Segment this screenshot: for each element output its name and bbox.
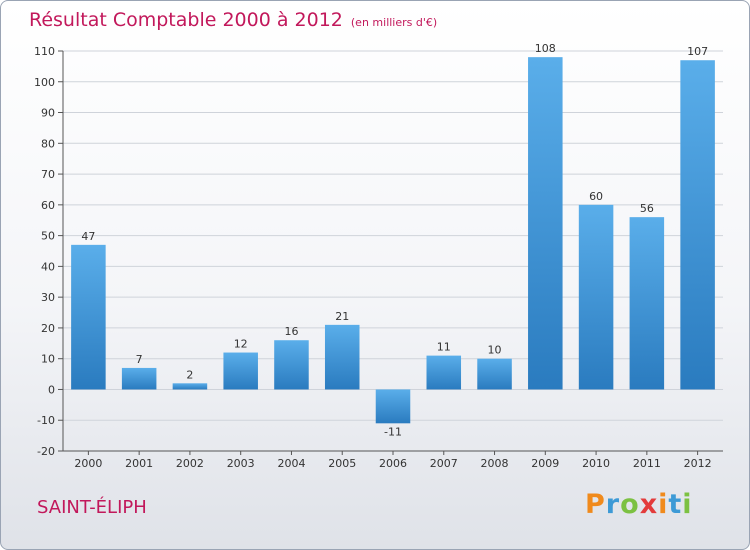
x-tick-label: 2001 bbox=[125, 457, 153, 470]
data-label-2005: 21 bbox=[335, 310, 349, 323]
y-tick-label: 10 bbox=[41, 353, 55, 366]
x-tick-label: 2002 bbox=[176, 457, 204, 470]
chart-subtitle: (en milliers d'€) bbox=[350, 16, 438, 29]
logo-letter: x bbox=[639, 489, 659, 520]
x-tick-label: 2010 bbox=[582, 457, 610, 470]
chart-title: Résultat Comptable 2000 à 2012 (en millie… bbox=[29, 9, 437, 31]
bar-2004 bbox=[274, 340, 309, 390]
y-tick-label: 30 bbox=[41, 291, 55, 304]
bar-2005 bbox=[324, 324, 360, 390]
x-tick-label: 2004 bbox=[277, 457, 305, 470]
y-tick-label: 90 bbox=[41, 107, 55, 120]
data-label-2001: 7 bbox=[136, 353, 143, 366]
logo-letter: i bbox=[682, 489, 693, 520]
data-label-2012: 107 bbox=[687, 45, 708, 58]
bar-2003 bbox=[223, 352, 258, 390]
x-tick-label: 2000 bbox=[74, 457, 102, 470]
logo-letter: t bbox=[668, 489, 683, 520]
y-tick-label: 100 bbox=[34, 76, 55, 89]
x-tick-label: 2006 bbox=[379, 457, 407, 470]
bar-2010 bbox=[578, 204, 614, 390]
logo-letter: o bbox=[620, 489, 640, 520]
bar-2008 bbox=[477, 358, 512, 390]
bar-2006 bbox=[375, 389, 411, 424]
x-tick-label: 2008 bbox=[481, 457, 509, 470]
x-tick-label: 2007 bbox=[430, 457, 458, 470]
labels: -20 -10 0 10 20 30 40 50 60 70 80 90 100 110 47 2000 7 20… bbox=[34, 42, 712, 470]
data-label-2000: 47 bbox=[81, 230, 95, 243]
y-tick-label: -20 bbox=[37, 445, 55, 458]
y-tick-label: 40 bbox=[41, 260, 55, 273]
data-label-2011: 56 bbox=[640, 202, 654, 215]
x-tick-label: 2009 bbox=[531, 457, 559, 470]
bar-2001 bbox=[121, 367, 157, 390]
data-label-2004: 16 bbox=[284, 325, 298, 338]
x-tick-label: 2003 bbox=[227, 457, 255, 470]
x-tick-label: 2011 bbox=[633, 457, 661, 470]
y-tick-label: 50 bbox=[41, 230, 55, 243]
bar-2009 bbox=[528, 57, 563, 390]
data-label-2006: -11 bbox=[384, 425, 402, 438]
data-label-2003: 12 bbox=[234, 338, 248, 351]
y-tick-label: 80 bbox=[41, 137, 55, 150]
bar-2007 bbox=[426, 355, 462, 390]
chart-title-text: Résultat Comptable 2000 à 2012 bbox=[29, 9, 343, 31]
bars bbox=[71, 57, 715, 424]
x-tick-label: 2012 bbox=[684, 457, 712, 470]
bar-2011 bbox=[629, 217, 665, 390]
logo-letter: P bbox=[585, 489, 606, 520]
x-tick-label: 2005 bbox=[328, 457, 356, 470]
proxiti-logo: Proxiti bbox=[585, 489, 693, 520]
y-tick-label: 20 bbox=[41, 322, 55, 335]
data-label-2002: 2 bbox=[186, 368, 193, 381]
y-tick-label: 0 bbox=[48, 383, 55, 396]
bar-2002 bbox=[172, 383, 208, 390]
y-tick-label: -10 bbox=[37, 414, 55, 427]
y-tick-label: 60 bbox=[41, 199, 55, 212]
axes bbox=[58, 50, 723, 455]
y-tick-label: 110 bbox=[34, 45, 55, 58]
data-label-2008: 10 bbox=[488, 344, 502, 357]
data-label-2007: 11 bbox=[437, 341, 451, 354]
bar-2000 bbox=[71, 244, 106, 390]
data-label-2009: 108 bbox=[535, 42, 556, 55]
y-tick-label: 70 bbox=[41, 168, 55, 181]
logo-letter: r bbox=[605, 489, 621, 520]
data-label-2010: 60 bbox=[589, 190, 603, 203]
location-name: SAINT-ÉLIPH bbox=[37, 497, 147, 518]
bar-2012 bbox=[680, 60, 715, 390]
logo-letter: i bbox=[658, 489, 669, 520]
